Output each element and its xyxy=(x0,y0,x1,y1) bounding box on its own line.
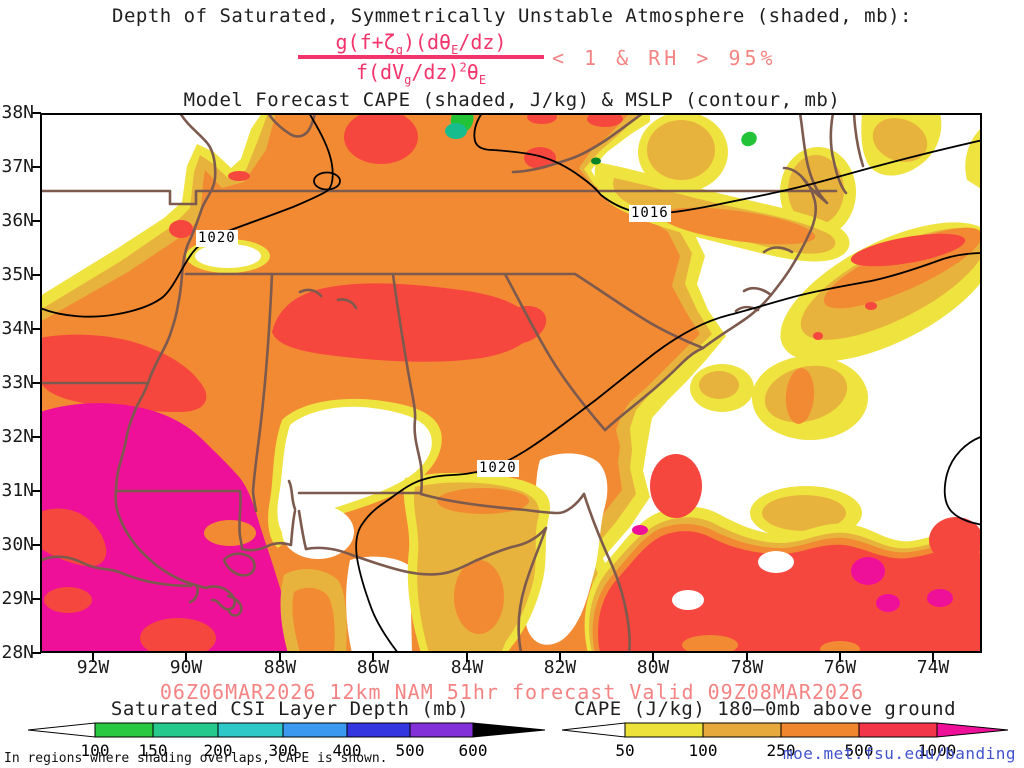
lon-label-90w: 90W xyxy=(169,657,203,678)
lat-label-34n: 34N xyxy=(1,318,34,339)
longitude-ticks xyxy=(92,653,934,662)
csi-tick-200: 200 xyxy=(203,741,233,760)
lon-label-82w: 82W xyxy=(543,657,577,678)
lon-label-76w: 76W xyxy=(823,657,857,678)
lon-label-74w: 74W xyxy=(916,657,950,678)
latitude-ticks xyxy=(32,112,41,654)
mslp-contour-label-1016: 1016 xyxy=(629,205,671,222)
csi-tick-100: 100 xyxy=(80,741,110,760)
lat-label-38n: 38N xyxy=(1,102,34,123)
cape-colorbar-title: CAPE (J/kg) 180–0mb above ground xyxy=(573,698,957,720)
mslp-contour-label-1020-west: 1020 xyxy=(196,230,238,247)
cape-colorbar xyxy=(561,722,1009,738)
lon-label-78w: 78W xyxy=(730,657,764,678)
lat-label-32n: 32N xyxy=(1,426,34,447)
model-valid-time-line: 06Z06MAR2026 12km NAM 51hr forecast Vali… xyxy=(159,680,865,704)
csi-tick-150: 150 xyxy=(138,741,168,760)
lon-label-88w: 88W xyxy=(263,657,297,678)
lat-label-36n: 36N xyxy=(1,210,34,231)
csi-tick-400: 400 xyxy=(332,741,362,760)
lat-label-35n: 35N xyxy=(1,264,34,285)
lon-label-84w: 84W xyxy=(450,657,484,678)
csi-colorbar xyxy=(27,722,546,738)
shaded-field-layer xyxy=(41,114,981,652)
overlap-note: In regions where shading overlaps, CAPE … xyxy=(4,751,388,766)
formula-numerator: g(f+ζg)(dθE/dz) xyxy=(335,30,507,57)
chart-title-line2: Model Forecast CAPE (shaded, J/kg) & MSL… xyxy=(183,89,841,111)
lat-label-37n: 37N xyxy=(1,156,34,177)
chart-title-line1: Depth of Saturated, Symmetrically Unstab… xyxy=(112,5,912,27)
lat-label-28n: 28N xyxy=(1,642,34,663)
cape-tick-250: 250 xyxy=(766,741,796,760)
mslp-contour-layer xyxy=(41,114,981,652)
formula-fraction-bar xyxy=(298,55,544,59)
formula-condition: < 1 & RH > 95% xyxy=(552,46,777,70)
lat-label-33n: 33N xyxy=(1,372,34,393)
cape-tick-500: 500 xyxy=(844,741,874,760)
csi-tick-300: 300 xyxy=(268,741,298,760)
cape-tick-1000: 1000 xyxy=(917,741,957,760)
lon-label-92w: 92W xyxy=(76,657,110,678)
formula-denominator: f(dVg/dz)2θE xyxy=(355,60,487,87)
csi-tick-600: 600 xyxy=(458,741,488,760)
cape-tick-100: 100 xyxy=(688,741,718,760)
csi-tick-500: 500 xyxy=(395,741,425,760)
csi-colorbar-title: Saturated CSI Layer Depth (mb) xyxy=(110,698,470,720)
lat-label-29n: 29N xyxy=(1,588,34,609)
lat-label-30n: 30N xyxy=(1,534,34,555)
state-border-layer xyxy=(41,114,865,652)
lon-label-86w: 86W xyxy=(356,657,390,678)
cape-tick-50: 50 xyxy=(615,741,635,760)
lat-label-31n: 31N xyxy=(1,480,34,501)
lon-label-80w: 80W xyxy=(636,657,670,678)
source-url: moe.met.fsu.edu/banding xyxy=(782,744,1016,763)
mslp-contour-label-1020-east: 1020 xyxy=(477,460,519,477)
